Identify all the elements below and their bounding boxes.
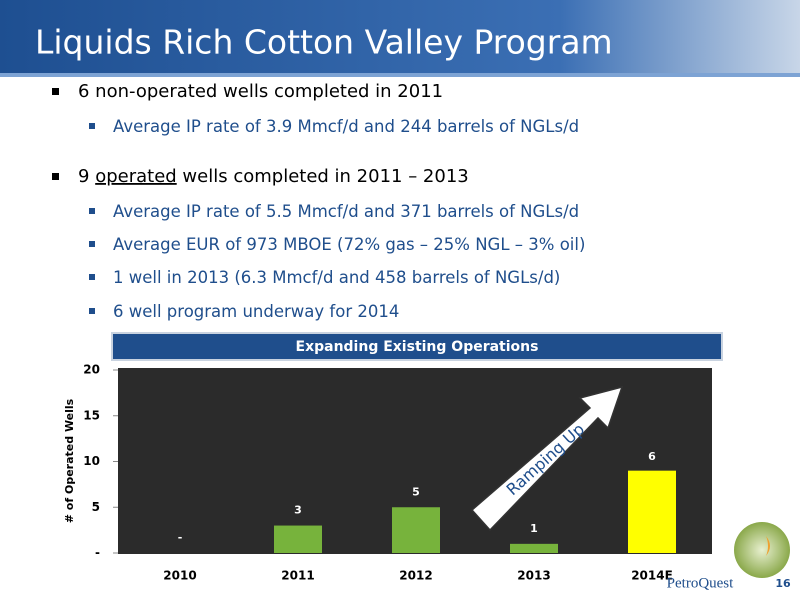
bullet-part: 1 well in 2013 (6.3 Mmcf/d and 458 barre… (113, 268, 560, 287)
title-bar (0, 0, 800, 75)
bullet-part: 6 non-operated wells completed in 2011 (78, 81, 443, 102)
bullet-marker (52, 88, 59, 95)
bar (628, 470, 676, 553)
y-tick-label: 5 (92, 500, 100, 514)
ramp-arrow (470, 385, 624, 532)
bullet-part: 6 well program underway for 2014 (113, 302, 399, 321)
value-label: 1 (530, 522, 538, 535)
bullet-list: 6 non-operated wells completed in 2011 Av… (52, 81, 585, 321)
bullet-marker (89, 274, 95, 280)
bullet-text: Average IP rate of 5.5 Mmcf/d and 371 ba… (113, 202, 579, 221)
bullet-part: operated (95, 166, 177, 187)
chart-banner (111, 332, 723, 361)
bullet-marker (52, 173, 59, 180)
bullet-part: wells completed in 2011 – 2013 (177, 166, 469, 187)
bullet-part: Average IP rate of 3.9 Mmcf/d and 244 ba… (113, 117, 579, 136)
x-tick-label: 2011 (281, 569, 314, 583)
x-tick-label: 2013 (517, 569, 550, 583)
logo-text: PetroQuest (667, 575, 734, 591)
bullet-part: Average EUR of 973 MBOE (72% gas – 25% N… (113, 235, 585, 254)
bullet-text: 6 non-operated wells completed in 2011 (78, 81, 443, 102)
bullet-text: 6 well program underway for 2014 (113, 302, 399, 321)
bullet-text: 1 well in 2013 (6.3 Mmcf/d and 458 barre… (113, 268, 560, 287)
x-tick-label: 2012 (399, 569, 432, 583)
y-tick-label: 15 (83, 408, 100, 422)
bar (274, 525, 322, 553)
title-rule (0, 73, 800, 77)
bullet-marker (89, 123, 95, 129)
bar (392, 507, 440, 553)
bullet-text: Average IP rate of 3.9 Mmcf/d and 244 ba… (113, 117, 579, 136)
bullet-marker (89, 241, 95, 247)
bar (510, 543, 558, 553)
bullet-part: Average IP rate of 5.5 Mmcf/d and 371 ba… (113, 202, 579, 221)
bullet-text: Average EUR of 973 MBOE (72% gas – 25% N… (113, 235, 585, 254)
y-tick-label: - (95, 546, 100, 560)
value-label: 5 (412, 485, 420, 498)
bullet-text: 9 operated wells completed in 2011 – 201… (78, 166, 469, 187)
value-label: - (178, 531, 183, 544)
page-number: 16 (775, 577, 791, 590)
y-axis-label: # of Operated Wells (63, 398, 76, 523)
y-tick-label: 10 (83, 454, 100, 468)
x-tick-label: 2010 (163, 569, 196, 583)
bullet-part: 9 (78, 166, 95, 187)
annotation-label: 6 (648, 450, 656, 463)
chart-title: Expanding Existing Operations (296, 339, 539, 355)
x-tick-label: 2014E (631, 569, 673, 583)
slide-title: Liquids Rich Cotton Valley Program (35, 23, 613, 62)
logo-emblem (734, 522, 790, 578)
value-label: 3 (294, 504, 302, 517)
bullet-marker (89, 308, 95, 314)
y-tick-label: 20 (83, 363, 100, 377)
bullet-marker (89, 208, 95, 214)
